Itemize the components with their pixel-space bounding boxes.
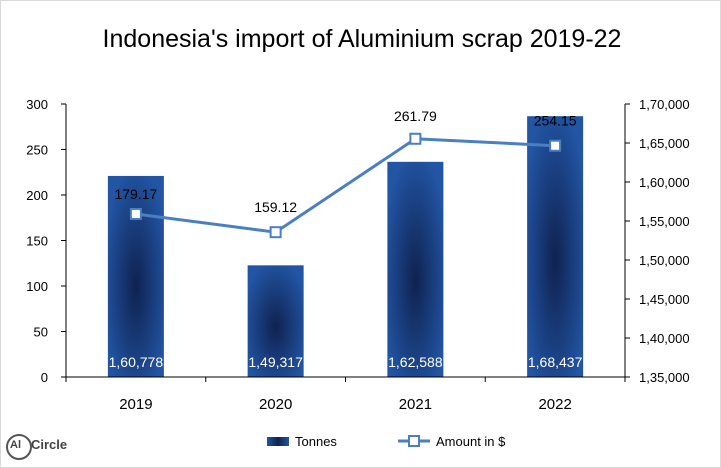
legend-label-tonnes: Tonnes bbox=[295, 434, 337, 449]
right-tick-label: 1,70,000 bbox=[639, 97, 690, 112]
bar bbox=[387, 161, 444, 377]
x-tick-label: 2019 bbox=[119, 396, 152, 413]
right-tick-label: 1,55,000 bbox=[639, 214, 690, 229]
right-tick-label: 1,35,000 bbox=[639, 370, 690, 385]
left-tick-label: 150 bbox=[26, 234, 48, 249]
left-tick-label: 200 bbox=[26, 188, 48, 203]
bar bbox=[247, 265, 304, 377]
line-value-label: 261.79 bbox=[394, 108, 437, 124]
chart-title: Indonesia's import of Aluminium scrap 20… bbox=[103, 25, 622, 53]
right-tick-label: 1,50,000 bbox=[639, 253, 690, 268]
bar-value-label: 1,60,778 bbox=[109, 354, 164, 370]
bar bbox=[527, 116, 584, 377]
right-tick-label: 1,40,000 bbox=[639, 331, 690, 346]
left-tick-label: 0 bbox=[41, 370, 48, 385]
amount-line bbox=[135, 137, 556, 234]
line-point-marker bbox=[269, 226, 282, 239]
bar-value-label: 1,68,437 bbox=[528, 354, 583, 370]
x-tick-label: 2020 bbox=[259, 396, 292, 413]
line-value-label: 179.17 bbox=[114, 186, 157, 202]
right-tick-label: 1,45,000 bbox=[639, 292, 690, 307]
legend-marker-amount bbox=[408, 435, 420, 447]
x-tick-label: 2022 bbox=[538, 396, 571, 413]
line-point-marker bbox=[129, 207, 142, 220]
x-tick-label: 2021 bbox=[399, 396, 432, 413]
left-tick-label: 250 bbox=[26, 143, 48, 158]
line-value-label: 254.15 bbox=[534, 113, 577, 129]
legend-swatch-tonnes bbox=[267, 437, 289, 446]
logo-al-text: Al bbox=[10, 439, 21, 451]
line-value-label: 159.12 bbox=[254, 199, 297, 215]
logo-ring bbox=[6, 434, 32, 460]
alcircle-logo: Al Circle bbox=[4, 432, 70, 466]
line-point-marker bbox=[409, 132, 422, 145]
left-tick-label: 50 bbox=[34, 325, 48, 340]
line-point-marker bbox=[549, 139, 562, 152]
bar bbox=[107, 175, 164, 377]
logo-circle-text: Circle bbox=[31, 437, 68, 452]
bar-value-label: 1,62,588 bbox=[388, 354, 443, 370]
legend-label-amount: Amount in $ bbox=[436, 434, 506, 449]
bar-value-label: 1,49,317 bbox=[248, 354, 303, 370]
right-tick-label: 1,60,000 bbox=[639, 175, 690, 190]
right-tick-label: 1,65,000 bbox=[639, 136, 690, 151]
left-tick-label: 100 bbox=[26, 279, 48, 294]
left-tick-label: 300 bbox=[26, 97, 48, 112]
